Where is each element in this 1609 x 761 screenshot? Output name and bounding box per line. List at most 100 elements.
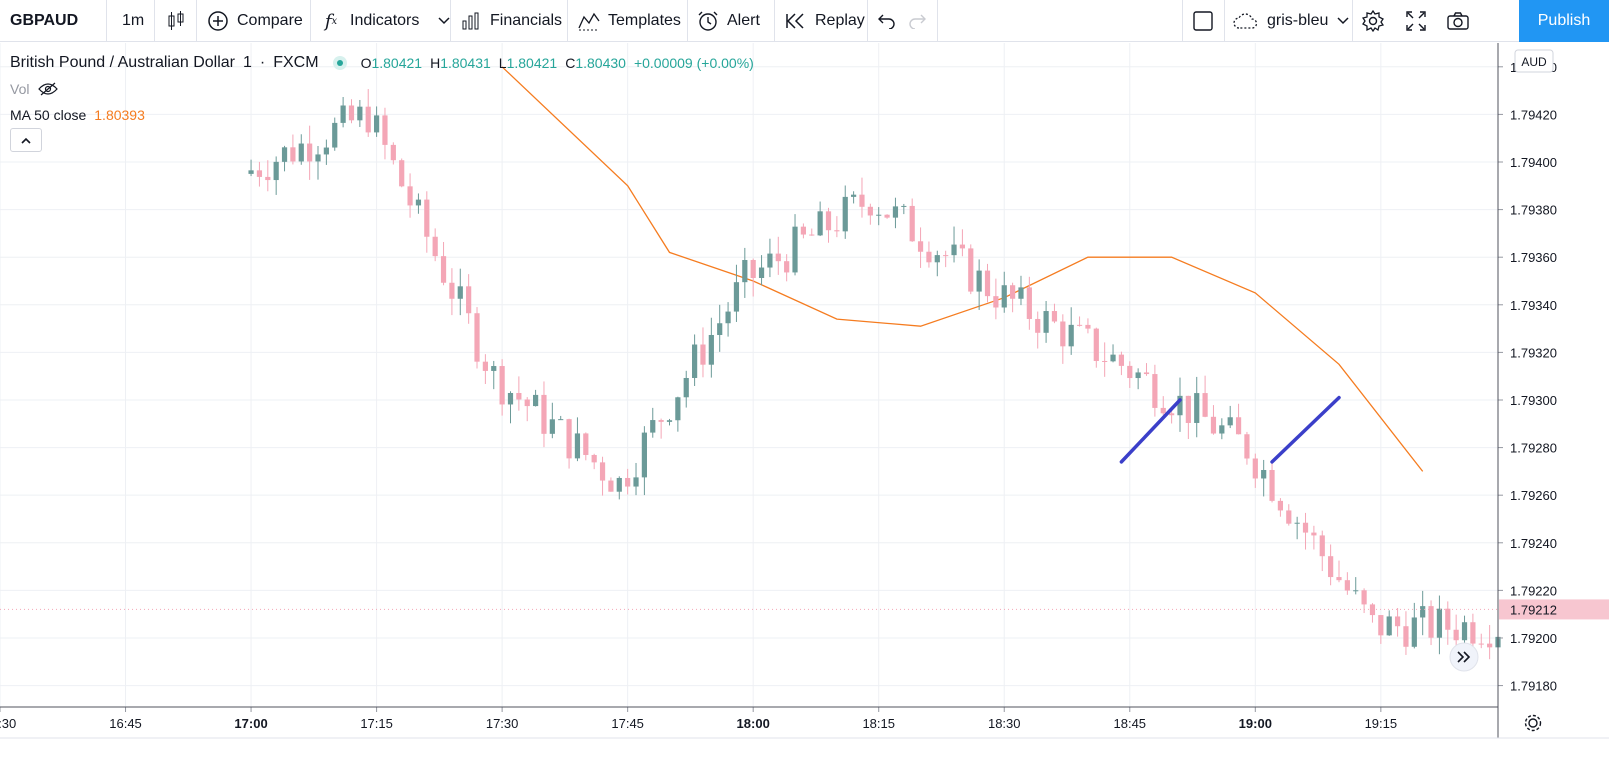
candle-body [1051,311,1058,322]
candle [457,268,463,316]
candle-body [1470,622,1476,644]
settings-button[interactable] [1362,0,1384,42]
candle-body [1010,285,1016,299]
candle-body [265,176,271,181]
candle-body [1085,324,1091,329]
candle [281,145,288,172]
candle-body [892,206,899,218]
chart-type-button[interactable] [165,0,187,42]
candle [1152,364,1158,417]
candle [825,207,832,243]
x-tick-label: 17:15 [360,716,393,731]
candle-body [934,255,940,263]
templates-label: Templates [608,12,681,29]
divider [310,0,311,42]
y-tick-label: 1.79260 [1510,488,1557,503]
candle [633,462,639,496]
candle-body [524,399,530,407]
candle [733,264,740,322]
trend-lines [1119,395,1341,464]
candle [432,228,438,262]
candle-body [1269,469,1275,501]
candle-body [1261,469,1267,479]
candle [1420,590,1426,636]
candle [516,376,522,411]
candle-body [499,366,505,405]
x-tick-label: 17:45 [611,716,644,731]
snapshot-button[interactable] [1447,0,1469,42]
divider [154,0,155,42]
symbol-search[interactable]: GBPAUD [10,0,78,42]
candle-body [1286,510,1292,524]
candle [248,159,254,177]
chevron-up-icon [21,133,31,147]
eye-crossed-icon[interactable] [37,78,59,100]
candle-body [491,366,497,371]
candle-body [859,194,865,207]
candle [708,317,714,378]
fullscreen-button[interactable] [1405,0,1427,42]
ma-legend-row[interactable]: MA 50 close 1.80393 [10,102,754,128]
save-layout-button[interactable]: gris-bleu [1233,0,1350,42]
candle [926,241,932,268]
candle [1411,602,1417,649]
axis-settings-button[interactable] [1524,714,1542,732]
candle [1010,282,1016,313]
candle-body [599,462,606,481]
compare-button[interactable]: Compare [207,0,303,42]
candle-body [1135,372,1141,379]
replay-button[interactable]: Replay [785,0,865,42]
market-status-icon [332,56,347,70]
candle [1336,560,1342,583]
templates-button[interactable]: Templates [578,0,681,42]
candle [1244,431,1250,465]
candle [256,161,263,187]
redo-button[interactable] [906,0,928,42]
collapse-legend-button[interactable] [10,128,42,152]
candle-body [357,106,363,121]
publish-button[interactable]: Publish [1519,0,1609,42]
volume-legend-row[interactable]: Vol [10,76,754,102]
candle-body [1127,365,1133,379]
candle-body [1311,532,1317,536]
y-tick-label: 1.79420 [1510,107,1557,122]
divider [196,0,197,42]
candle-body [1235,417,1242,435]
interval-button[interactable]: 1m [122,0,144,42]
candle-body [1319,535,1325,557]
candle-body [650,420,656,433]
candle-body [390,144,396,161]
legend-interval: 1 [243,54,252,71]
candle-body [993,296,999,308]
candle-body [449,282,455,299]
candle-body [1411,617,1417,647]
y-tick-label: 1.79400 [1510,155,1557,170]
symbol-legend-row: British Pound / Australian Dollar 1 · FX… [10,54,754,71]
candle [934,250,940,277]
candle [1286,504,1292,526]
financials-button[interactable]: Financials [460,0,562,42]
chevron-right-icon [1457,651,1465,663]
last-price-box [1499,599,1609,620]
candle-body [641,432,647,478]
undo-button[interactable] [876,0,898,42]
candle [901,203,907,215]
candle-body [574,433,581,459]
alert-button[interactable]: Alert [697,0,760,42]
candle [951,226,957,263]
candle-body [842,196,848,232]
layout-select-button[interactable] [1192,0,1214,42]
price-chart[interactable]: 1.794401.794201.794001.793801.793601.793… [0,43,1609,761]
candle [1035,311,1041,349]
candle-body [775,253,781,262]
candle-body [1026,287,1032,319]
candle-body [1461,622,1468,641]
candle-body [332,122,338,148]
scroll-realtime-button[interactable] [1449,642,1479,672]
candle [968,244,974,295]
candle [1227,405,1233,429]
candle-body [323,147,329,155]
candle-body [968,248,974,292]
grid [0,43,1498,707]
